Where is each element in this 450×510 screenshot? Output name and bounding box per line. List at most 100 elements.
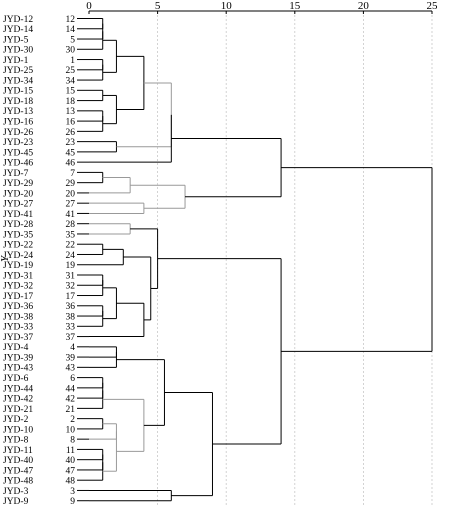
leaf-number: 21 xyxy=(66,405,76,415)
leaf-number: 35 xyxy=(66,230,76,240)
leaf-name: JYD-17 xyxy=(3,292,33,302)
leaf-number: 18 xyxy=(66,97,76,107)
leaf-name: JYD-20 xyxy=(3,189,33,199)
leaf-number: 39 xyxy=(66,353,76,363)
leaf-number: 37 xyxy=(66,333,76,343)
leaf-number: 23 xyxy=(66,138,76,148)
leaf-number: 3 xyxy=(70,487,75,497)
leaf-number: 1 xyxy=(70,56,75,66)
leaf-number: 11 xyxy=(66,446,75,456)
leaf-number: 45 xyxy=(66,148,76,158)
leaf-name: JYD-21 xyxy=(3,405,33,415)
leaf-number: 28 xyxy=(66,220,76,230)
x-tick-label: 0 xyxy=(86,0,92,12)
leaf-name: JYD-32 xyxy=(3,282,33,292)
x-tick-label: 20 xyxy=(358,0,370,12)
leaf-number: 20 xyxy=(66,189,76,199)
leaf-number: 27 xyxy=(66,200,76,210)
leaf-name: JYD-34 xyxy=(3,76,33,86)
leaf-name: JYD-23 xyxy=(3,138,33,148)
grid-layer xyxy=(157,11,433,505)
leaf-number: 7 xyxy=(70,169,75,179)
leaf-name: JYD-40 xyxy=(3,456,33,466)
leaf-number: 44 xyxy=(66,384,76,394)
leaf-number: 43 xyxy=(66,364,76,374)
leaf-name: JYD-39 xyxy=(3,353,33,363)
leaf-number: 26 xyxy=(66,128,76,138)
leaf-number: 41 xyxy=(66,210,76,220)
leaf-number: 36 xyxy=(66,302,76,312)
leaf-name: JYD-26 xyxy=(3,128,33,138)
leaf-name: JYD-10 xyxy=(3,425,33,435)
leaf-number: 4 xyxy=(70,343,75,353)
leaf-number: 14 xyxy=(66,25,76,35)
leaf-number: 9 xyxy=(70,497,75,507)
leaf-number: 38 xyxy=(66,312,76,322)
leaf-number: 16 xyxy=(66,118,76,128)
x-tick-label: 5 xyxy=(155,0,161,12)
leaf-name: JYD-36 xyxy=(3,302,33,312)
leaf-name: JYD-37 xyxy=(3,333,33,343)
leaf-name: JYD-5 xyxy=(3,35,29,45)
leaf-name: JYD-30 xyxy=(3,46,33,56)
leaf-name: JYD-4 xyxy=(3,343,29,353)
leaf-name: JYD-6 xyxy=(3,374,29,384)
leaf-name: JYD-12 xyxy=(3,15,33,25)
leaf-number: 17 xyxy=(66,292,76,302)
leaf-number: 48 xyxy=(66,477,76,487)
leaf-name: JYD-42 xyxy=(3,395,33,405)
leaf-name: JYD-31 xyxy=(3,271,33,281)
cluster-links xyxy=(77,18,433,502)
leaf-name: JYD-46 xyxy=(3,159,33,169)
leaf-name: JYD-38 xyxy=(3,312,33,322)
x-tick-label: 10 xyxy=(221,0,233,12)
y-axis-label: Y xyxy=(0,254,11,262)
leaf-number: 33 xyxy=(66,323,76,333)
leaf-name: JYD-29 xyxy=(3,179,33,189)
leaf-name: JYD-2 xyxy=(3,415,29,425)
leaf-name: JYD-18 xyxy=(3,97,33,107)
leaf-number: 40 xyxy=(66,456,76,466)
leaf-name: JYD-1 xyxy=(3,56,29,66)
axis-layer: 0 5 10 15 20 25 xyxy=(86,0,438,14)
leaf-number: 5 xyxy=(70,35,75,45)
leaf-number: 2 xyxy=(70,415,75,425)
leaf-number: 34 xyxy=(66,76,76,86)
leaf-number: 24 xyxy=(66,251,76,261)
leaf-name: JYD-13 xyxy=(3,107,33,117)
leaf-name: JYD-9 xyxy=(3,497,29,507)
leaf-name: JYD-48 xyxy=(3,477,33,487)
leaf-number: 6 xyxy=(70,374,75,384)
leaf-name: JYD-3 xyxy=(3,487,29,497)
leaf-name: JYD-22 xyxy=(3,241,33,251)
leaf-number: 47 xyxy=(66,466,76,476)
leaf-number: 25 xyxy=(66,66,76,76)
leaf-name: JYD-41 xyxy=(3,210,33,220)
leaf-name: JYD-19 xyxy=(3,261,33,271)
leaf-number: 10 xyxy=(66,425,76,435)
leaf-number: 12 xyxy=(66,15,76,25)
x-tick-label: 15 xyxy=(289,0,301,12)
leaf-number: 13 xyxy=(66,107,76,117)
leaf-number: 19 xyxy=(66,261,76,271)
leaf-name: JYD-43 xyxy=(3,364,33,374)
leaf-number: 29 xyxy=(66,179,76,189)
leaf-number: 8 xyxy=(70,436,75,446)
leaf-name: JYD-25 xyxy=(3,66,33,76)
leaf-number: 15 xyxy=(66,87,76,97)
leaf-name: JYD-16 xyxy=(3,118,33,128)
leaf-name: JYD-44 xyxy=(3,384,33,394)
leaf-name: JYD-28 xyxy=(3,220,33,230)
leaf-name: JYD-7 xyxy=(3,169,29,179)
leaf-name: JYD-47 xyxy=(3,466,33,476)
leaf-name: JYD-11 xyxy=(3,446,33,456)
leaf-name: JYD-33 xyxy=(3,323,33,333)
leaf-name: JYD-14 xyxy=(3,25,33,35)
leaf-number: 31 xyxy=(66,271,76,281)
leaf-number: 32 xyxy=(66,282,76,292)
leaf-name: JYD-15 xyxy=(3,87,33,97)
leaf-name: JYD-24 xyxy=(3,251,33,261)
leaf-number: 46 xyxy=(66,159,76,169)
